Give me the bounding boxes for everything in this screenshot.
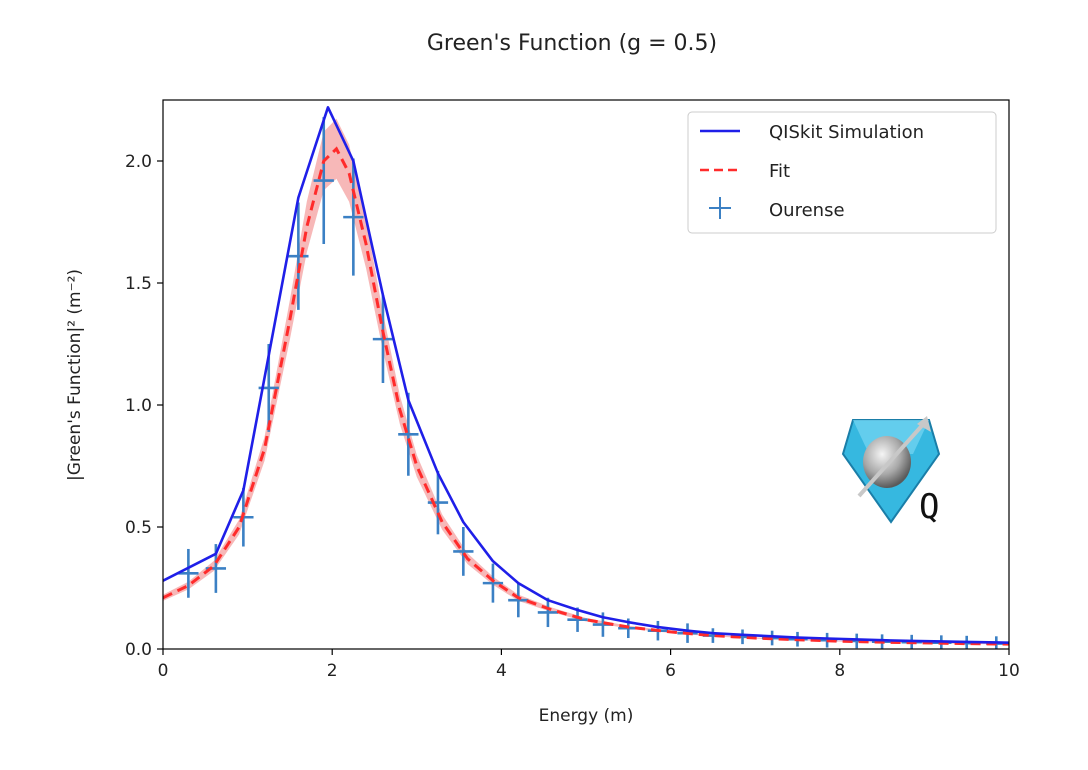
legend-label-ourense: Ourense (769, 200, 845, 221)
ourense-point (453, 527, 474, 576)
x-tick-label: 10 (998, 661, 1020, 681)
chart-title: Green's Function (g = 0.5) (427, 31, 717, 56)
qiskit-simulation-line (163, 106, 1009, 644)
ourense-errorbar-layer (178, 117, 1007, 649)
legend-label-fit: Fit (769, 161, 790, 182)
x-tick-label: 2 (327, 661, 338, 681)
x-axis-ticks: 0 2 4 6 8 10 (158, 649, 1020, 681)
legend: QISkit Simulation Fit Ourense (687, 111, 997, 234)
ourense-point (398, 392, 419, 476)
fit-line (163, 146, 1009, 646)
logo-letter: Q (919, 487, 939, 527)
y-tick-label: 0.0 (125, 640, 152, 660)
y-tick-label: 2.0 (125, 152, 152, 172)
ourense-point (288, 202, 309, 310)
arrow-icon (857, 418, 929, 498)
y-axis-ticks: 0.0 0.5 1.0 1.5 2.0 (125, 152, 163, 660)
qiskit-logo: Q (841, 416, 941, 527)
ourense-point (343, 158, 364, 276)
ourense-point (427, 470, 449, 535)
x-axis-label: Energy (m) (539, 706, 634, 726)
y-tick-label: 1.5 (125, 274, 152, 294)
y-axis-label: |Green's Function|² (m⁻²) (65, 269, 85, 481)
ourense-point (508, 583, 529, 618)
ourense-point (567, 607, 588, 632)
y-tick-label: 1.0 (125, 396, 152, 416)
ourense-point (482, 563, 504, 603)
x-tick-label: 4 (496, 661, 507, 681)
x-tick-label: 0 (158, 661, 169, 681)
legend-box (687, 111, 997, 234)
ourense-point (313, 117, 334, 244)
ourense-point (372, 295, 394, 384)
legend-label-qiskit-simulation: QISkit Simulation (769, 122, 924, 143)
plot-area (162, 99, 1010, 650)
y-tick-label: 0.5 (125, 518, 152, 538)
plot-frame (162, 99, 1010, 650)
ourense-point (537, 597, 559, 628)
x-tick-label: 8 (834, 661, 845, 681)
ourense-point (178, 548, 199, 598)
line-layer (163, 106, 1009, 646)
x-tick-label: 6 (665, 661, 676, 681)
legend-swatch-ourense (709, 197, 731, 219)
